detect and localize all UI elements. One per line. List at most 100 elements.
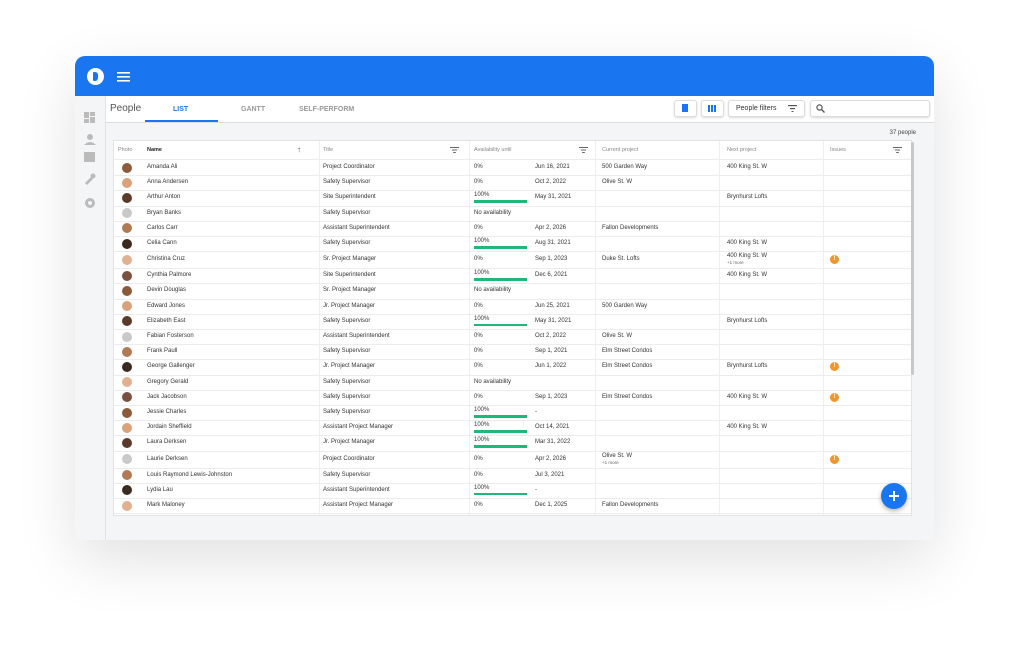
current-project: 500 Garden Way [602,164,648,171]
table-row[interactable]: Laurie Derksen Project Coordinator 0% Apr 2… [114,451,911,469]
availability-bar [474,246,527,249]
name: Christina Cruz [147,256,186,263]
columns-button[interactable] [701,100,724,117]
menu-icon[interactable] [117,72,130,82]
sidebar [75,96,106,540]
table-row[interactable]: Jordain Sheffield Assistant Project Manag… [114,420,911,437]
table-row[interactable]: Elizabeth East Safety Supervisor 100% May 3… [114,314,911,330]
document-button[interactable] [674,100,697,117]
job-title: Jr. Project Manager [323,439,376,446]
table-row[interactable]: George Gallenger Jr. Project Manager 0% Jun… [114,359,911,376]
tab[interactable]: SELF-PERFORM [299,106,355,113]
job-title: Safety Supervisor [323,378,371,385]
next-project: 400 King St. W [727,240,768,247]
table-row[interactable]: Laura Derksen Jr. Project Manager 100% Mar … [114,435,911,452]
available-until: Sep 1, 2023 [535,256,568,263]
next-project: +1 more [727,260,744,266]
table-row[interactable]: Anna Andersen Safety Supervisor 0% Oct 2, 2… [114,175,911,192]
job-title: Safety Supervisor [323,179,371,186]
avatar [122,377,132,388]
issue-badge: ! [830,454,839,464]
table-row[interactable]: Carlos Carr Assistant Superintendent 0% Apr… [114,221,911,237]
search-box[interactable] [810,100,930,117]
avatar [122,346,132,357]
table-row[interactable]: Mark Maloney Assistant Project Manager 0% D… [114,498,911,515]
availability: 0% [474,179,483,186]
column-divider [319,141,320,515]
issue-badge: ! [830,362,839,372]
table-row[interactable]: Devin Douglas Sr. Project Manager No avail… [114,283,911,300]
availability: 0% [474,502,483,509]
next-project: Brynhurst Lofts [727,363,768,370]
search-icon [816,104,825,113]
avatar [122,238,132,249]
table-row[interactable]: Amanda Ali Project Coordinator 0% Jun 16, 2… [114,160,911,177]
table-row[interactable]: Gregory Gerald Safety Supervisor No availa… [114,375,911,391]
tab[interactable]: LIST [173,106,189,113]
avatar [122,392,132,403]
available-until: - [535,409,537,416]
scrollbar[interactable] [911,142,914,375]
column-filter[interactable] [893,147,902,153]
column-header: Availability until [474,147,512,153]
available-until: Jun 16, 2021 [535,164,570,171]
add-button[interactable] [881,483,907,509]
name: Lydia Lau [147,486,173,493]
availability: 100% [474,315,490,322]
current-project: Elm Street Condos [602,393,653,400]
column-header: Current project [602,147,639,153]
name: Amanda Ali [147,164,178,171]
available-until: Oct 14, 2021 [535,424,570,431]
current-project: Fallon Developments [602,224,659,231]
filter-label: People filters [736,105,777,112]
avatar [122,500,132,511]
avatar [122,208,132,219]
availability: No availability [474,287,512,294]
job-title: Safety Supervisor [323,409,371,416]
available-until: Aug 31, 2021 [535,240,571,247]
avatar [122,177,132,188]
table-row[interactable]: Edward Jones Jr. Project Manager 0% Jun 25,… [114,299,911,315]
current-project: 500 Garden Way [602,302,648,309]
availability: 0% [474,455,483,462]
logo[interactable] [87,68,104,85]
current-project: Duke St. Lofts [602,256,640,263]
tab[interactable]: GANTT [241,106,266,113]
filter-button[interactable]: People filters [728,100,805,117]
table-row[interactable]: Christina Cruz Sr. Project Manager 0% Sep 1… [114,251,911,270]
table-row[interactable]: Louis Raymond Lewis-Johnston Safety Super… [114,468,911,484]
available-until: Oct 2, 2022 [535,179,567,186]
table-row[interactable]: Frank Paull Safety Supervisor 0% Sep 1, 202… [114,344,911,361]
job-title: Assistant Superintendent [323,224,390,231]
availability: No availability [474,209,512,216]
avatar [122,361,132,372]
column-filter[interactable] [579,147,588,153]
table-row[interactable]: Jack Jacobson Safety Supervisor 0% Sep 1, 2… [114,390,911,406]
column-header: Issues [830,147,846,153]
availability-bar [474,445,527,448]
column-divider [595,141,596,515]
column-header: Name [147,147,162,153]
sidebar-icons[interactable] [84,112,96,212]
avatar [122,485,132,496]
available-until: Jun 25, 2021 [535,302,570,309]
next-project: Brynhurst Lofts [727,194,768,201]
job-title: Jr. Project Manager [323,363,376,370]
main-area: People People filters LIST GANTT SELF-PERF… [106,96,934,540]
table-row[interactable]: Cynthia Palmore Site Superintendent 100% De… [114,268,911,285]
section-title: People [110,103,142,114]
avatar [122,437,132,448]
available-until: Sep 1, 2023 [535,393,568,400]
table-row[interactable]: Jessie Charles Safety Supervisor 100% - [114,405,911,422]
table-row[interactable]: Fabian Fosterson Assistant Superintendent… [114,329,911,346]
available-until: May 31, 2021 [535,194,572,201]
available-until: Dec 6, 2021 [535,272,568,279]
next-project: Brynhurst Lofts [727,317,768,324]
job-title: Safety Supervisor [323,471,371,478]
column-filter[interactable] [450,147,459,153]
table-row[interactable]: Arthur Anton Site Superintendent 100% May 3… [114,190,911,207]
table-row[interactable]: Bryan Banks Safety Supervisor No availabil… [114,206,911,222]
current-project: Elm Street Condos [602,348,653,355]
table-row[interactable]: Celia Cann Safety Supervisor 100% Aug 31, 2… [114,236,911,253]
table-row[interactable]: Lydia Lau Assistant Superintendent 100% - [114,483,911,499]
